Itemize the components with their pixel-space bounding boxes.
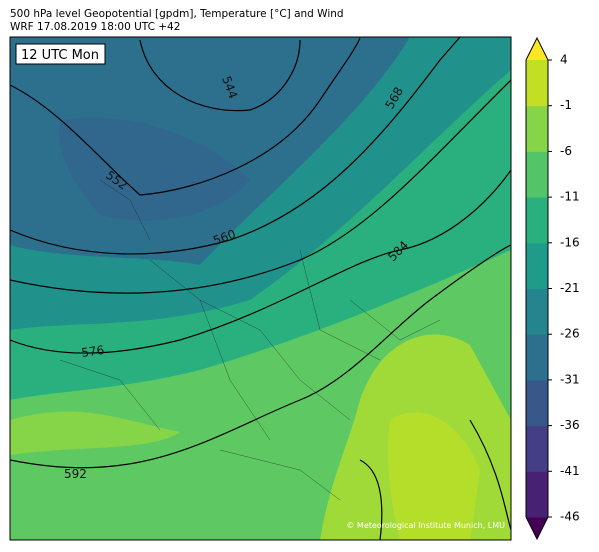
colorbar-tick-label: -26: [560, 327, 580, 341]
colorbar-tick-label: -21: [560, 281, 580, 295]
colorbar-tick-label: 4: [560, 53, 568, 67]
subtitle: WRF 17.08.2019 18:00 UTC +42: [10, 21, 180, 33]
colorbar-band: [526, 60, 548, 107]
time-label: 12 UTC Mon: [21, 48, 99, 63]
colorbar-tick-label: -46: [560, 510, 580, 524]
colorbar-tick-label: -11: [560, 190, 580, 204]
colorbar-band: [526, 334, 548, 381]
colorbar-tick-label: -1: [560, 98, 572, 112]
colorbar-band: [526, 151, 548, 198]
colorbar: 4 -1 -6 -11 -16 -21 -26 -31 -36 -41 -46: [525, 36, 580, 541]
colorbar-extend: [526, 517, 548, 539]
colorbar-band: [526, 197, 548, 244]
contour-label: 592: [64, 467, 87, 481]
colorbar-band: [526, 288, 548, 335]
title: 500 hPa level Geopotential [gpdm], Tempe…: [10, 8, 344, 20]
credit: © Meteorological Institute Munich, LMU: [346, 521, 505, 530]
colorbar-tick-label: -31: [560, 372, 580, 386]
colorbar-tick-label: -16: [560, 235, 580, 249]
colorbar-band: [526, 105, 548, 152]
colorbar-band: [526, 425, 548, 472]
colorbar-band: [526, 242, 548, 289]
map: 544 552 560 568 576 584 592 © Meteorolog…: [9, 36, 512, 541]
colorbar-tick-label: -6: [560, 144, 572, 158]
colorbar-tick-label: -41: [560, 464, 580, 478]
colorbar-tick-label: -36: [560, 418, 580, 432]
colorbar-band: [526, 379, 548, 427]
colorbar-extend: [526, 38, 548, 60]
contour-label: 576: [80, 343, 105, 360]
colorbar-band: [526, 471, 548, 518]
